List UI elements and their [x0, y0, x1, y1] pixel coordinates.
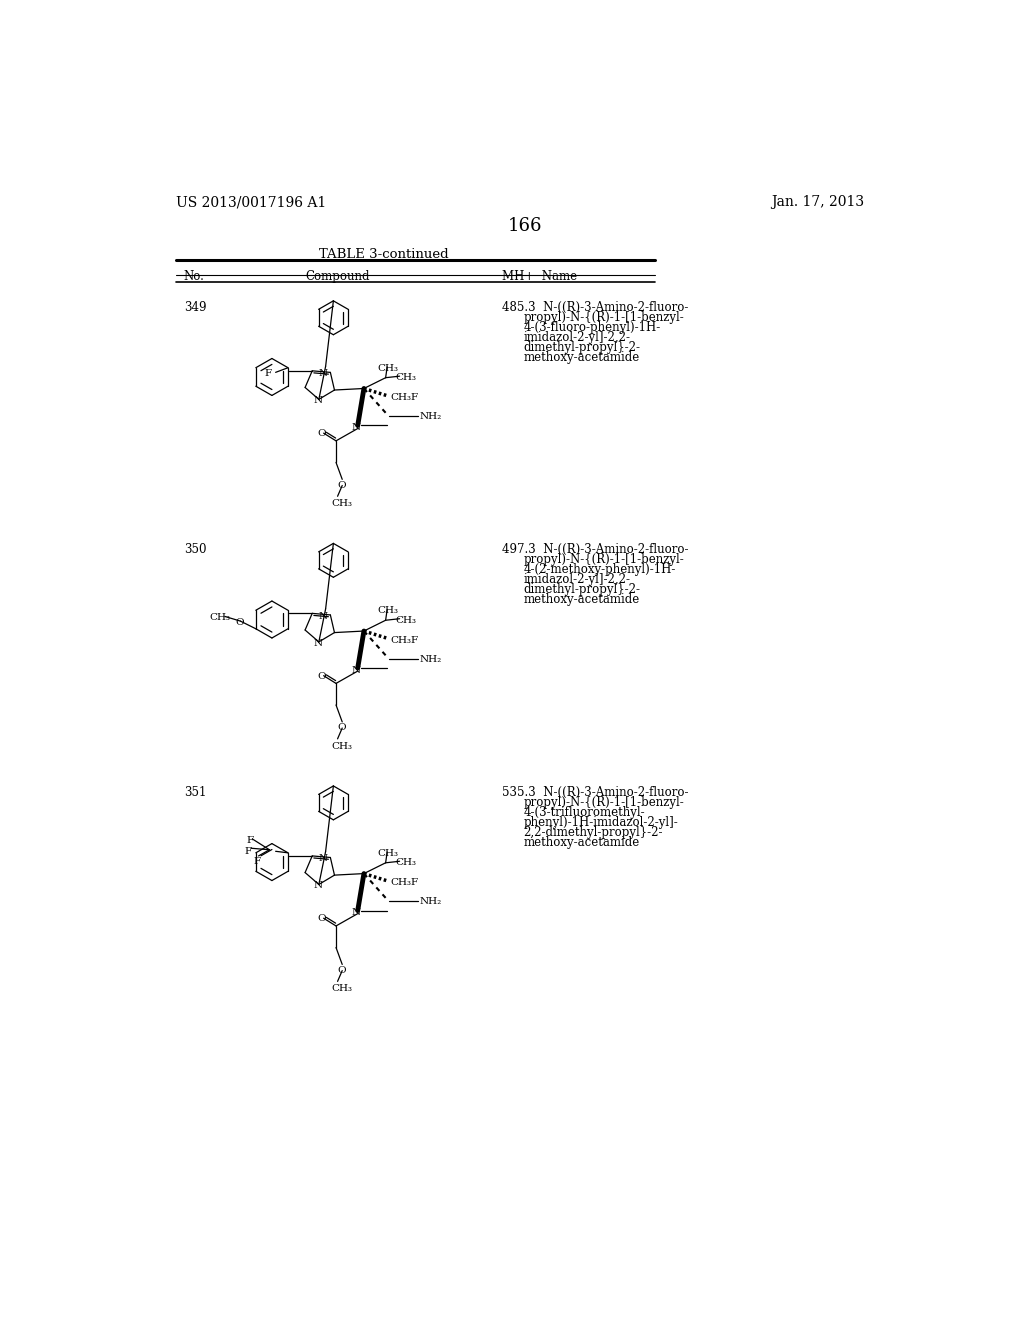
Text: CH₃: CH₃ [378, 364, 399, 372]
Text: CH₃: CH₃ [395, 615, 416, 624]
Text: N: N [313, 882, 323, 891]
Text: CH₃: CH₃ [332, 985, 352, 994]
Text: NH₂: NH₂ [420, 412, 442, 421]
Text: phenyl)-1H-imidazol-2-yl]-: phenyl)-1H-imidazol-2-yl]- [523, 816, 678, 829]
Text: propyl)-N-{(R)-1-[1-benzyl-: propyl)-N-{(R)-1-[1-benzyl- [523, 312, 684, 323]
Text: O: O [236, 618, 245, 627]
Text: Compound: Compound [305, 271, 370, 282]
Text: No.: No. [183, 271, 205, 282]
Text: methoxy-acetamide: methoxy-acetamide [523, 836, 640, 849]
Text: CH₃F: CH₃F [390, 636, 419, 644]
Text: Jan. 17, 2013: Jan. 17, 2013 [771, 195, 864, 210]
Text: 535.3  N-((R)-3-Amino-2-fluoro-: 535.3 N-((R)-3-Amino-2-fluoro- [502, 785, 688, 799]
Text: CH₃: CH₃ [378, 606, 399, 615]
Text: O: O [338, 480, 346, 490]
Text: US 2013/0017196 A1: US 2013/0017196 A1 [176, 195, 327, 210]
Text: N: N [351, 908, 360, 917]
Text: 2,2-dimethyl-propyl}-2-: 2,2-dimethyl-propyl}-2- [523, 826, 663, 840]
Text: O: O [338, 966, 346, 975]
Text: imidazol-2-yl]-2,2-: imidazol-2-yl]-2,2- [523, 573, 630, 586]
Text: CH₃: CH₃ [332, 742, 352, 751]
Text: methoxy-acetamide: methoxy-acetamide [523, 594, 640, 606]
Text: methoxy-acetamide: methoxy-acetamide [523, 351, 640, 364]
Text: O: O [317, 429, 326, 438]
Text: propyl)-N-{(R)-1-[1-benzyl-: propyl)-N-{(R)-1-[1-benzyl- [523, 553, 684, 566]
Text: N: N [318, 854, 328, 863]
Text: CH₃F: CH₃F [390, 878, 419, 887]
Text: N: N [313, 639, 323, 648]
Text: N: N [318, 612, 328, 620]
Text: 349: 349 [183, 301, 206, 314]
Text: dimethyl-propyl}-2-: dimethyl-propyl}-2- [523, 341, 640, 354]
Text: TABLE 3-continued: TABLE 3-continued [318, 248, 449, 261]
Text: dimethyl-propyl}-2-: dimethyl-propyl}-2- [523, 583, 640, 597]
Text: N: N [313, 396, 323, 405]
Text: NH₂: NH₂ [420, 655, 442, 664]
Text: O: O [317, 915, 326, 924]
Text: F: F [245, 846, 252, 855]
Text: 497.3  N-((R)-3-Amino-2-fluoro-: 497.3 N-((R)-3-Amino-2-fluoro- [502, 544, 688, 557]
Text: CH₃: CH₃ [209, 612, 230, 622]
Text: CH₃: CH₃ [378, 849, 399, 858]
Text: O: O [338, 723, 346, 733]
Text: 4-(2-methoxy-phenyl)-1H-: 4-(2-methoxy-phenyl)-1H- [523, 564, 676, 577]
Text: N: N [351, 665, 360, 675]
Text: CH₃F: CH₃F [390, 393, 419, 403]
Text: NH₂: NH₂ [420, 898, 442, 907]
Text: 485.3  N-((R)-3-Amino-2-fluoro-: 485.3 N-((R)-3-Amino-2-fluoro- [502, 301, 688, 314]
Text: imidazol-2-yl]-2,2-: imidazol-2-yl]-2,2- [523, 331, 630, 345]
Text: propyl)-N-{(R)-1-[1-benzyl-: propyl)-N-{(R)-1-[1-benzyl- [523, 796, 684, 809]
Text: 350: 350 [183, 544, 206, 557]
Text: N: N [351, 424, 360, 432]
Text: CH₃: CH₃ [395, 374, 416, 381]
Text: 351: 351 [183, 785, 206, 799]
Text: F: F [254, 858, 261, 866]
Text: N: N [318, 370, 328, 379]
Text: O: O [317, 672, 326, 681]
Text: F: F [265, 370, 272, 379]
Text: 166: 166 [508, 216, 542, 235]
Text: F: F [246, 836, 253, 845]
Text: 4-(3-trifluoromethyl-: 4-(3-trifluoromethyl- [523, 807, 645, 818]
Text: CH₃: CH₃ [332, 499, 352, 508]
Text: MH+  Name: MH+ Name [502, 271, 577, 282]
Text: CH₃: CH₃ [395, 858, 416, 867]
Text: 4-(3-fluoro-phenyl)-1H-: 4-(3-fluoro-phenyl)-1H- [523, 321, 660, 334]
